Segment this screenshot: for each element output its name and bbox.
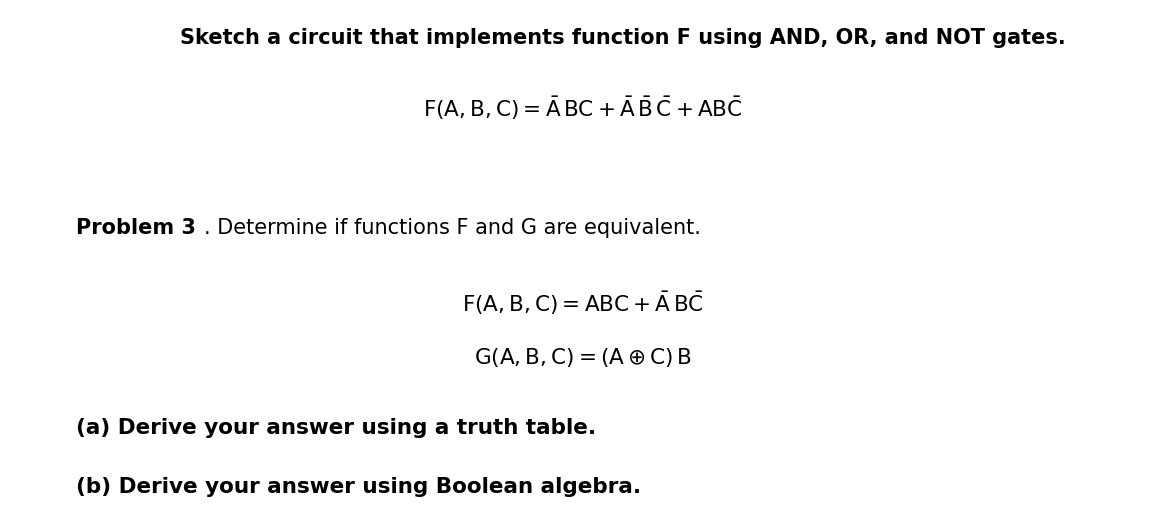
Text: $\mathrm{G(A, B, C) = (A \oplus C)\,B}$: $\mathrm{G(A, B, C) = (A \oplus C)\,B}$ <box>473 346 692 369</box>
Text: $\mathrm{F(A, B, C) = ABC + \bar{A}\,B\bar{C}}$: $\mathrm{F(A, B, C) = ABC + \bar{A}\,B\b… <box>461 290 704 317</box>
Text: Problem 3: Problem 3 <box>76 218 196 238</box>
Text: (b) Derive your answer using Boolean algebra.: (b) Derive your answer using Boolean alg… <box>76 477 641 497</box>
Text: Sketch a circuit that implements function F using AND, OR, and NOT gates.: Sketch a circuit that implements functio… <box>181 28 1066 48</box>
Text: . Determine if functions F and G are equivalent.: . Determine if functions F and G are equ… <box>204 218 701 238</box>
Text: $\mathrm{F(A, B, C) = \bar{A}\,BC + \bar{A}\,\bar{B}\,\bar{C} + AB\bar{C}}$: $\mathrm{F(A, B, C) = \bar{A}\,BC + \bar… <box>423 95 742 122</box>
Text: (a) Derive your answer using a truth table.: (a) Derive your answer using a truth tab… <box>76 418 595 438</box>
